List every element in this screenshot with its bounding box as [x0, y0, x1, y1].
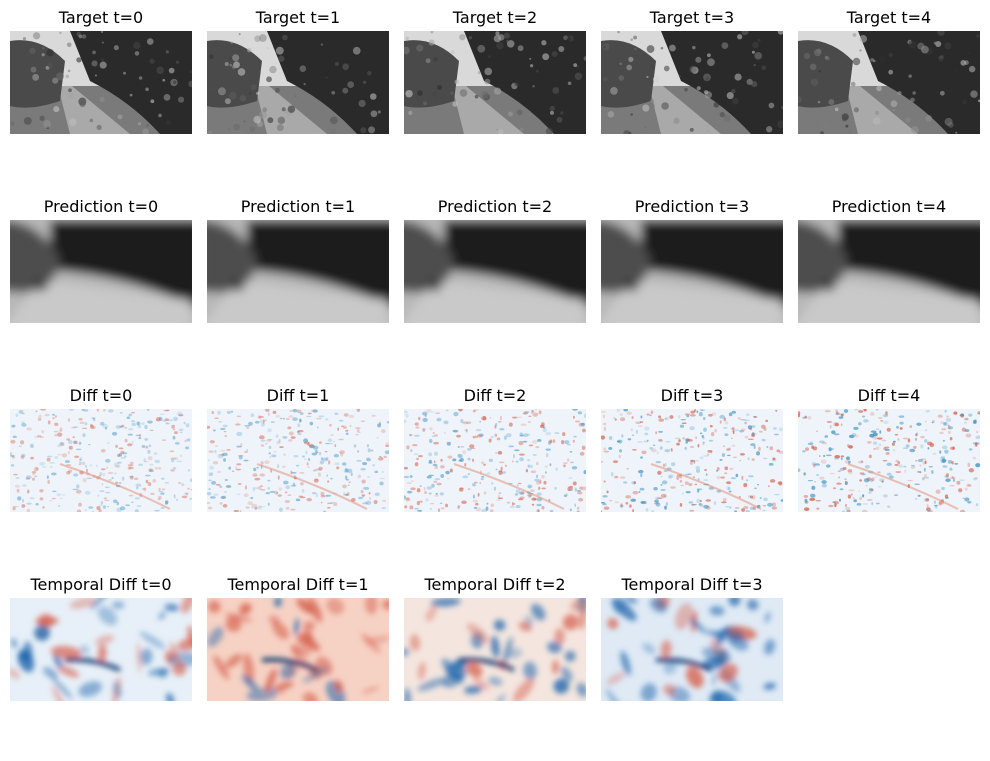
target-image-3 — [601, 31, 783, 134]
temporal-diff-image-1 — [207, 598, 389, 701]
prediction-image-3 — [601, 220, 783, 323]
diff-image-0 — [10, 409, 192, 512]
title-target-0: Target t=0 — [58, 8, 144, 27]
temporal-diff-image-0 — [10, 598, 192, 701]
title-diff-2: Diff t=2 — [463, 386, 527, 405]
title-prediction-3: Prediction t=3 — [634, 197, 750, 216]
temporal-diff-image-3 — [601, 598, 783, 701]
title-prediction-1: Prediction t=1 — [240, 197, 356, 216]
title-target-2: Target t=2 — [452, 8, 538, 27]
title-diff-0: Diff t=0 — [69, 386, 133, 405]
diff-image-4 — [798, 409, 980, 512]
prediction-image-1 — [207, 220, 389, 323]
diff-image-2 — [404, 409, 586, 512]
title-temporal-0: Temporal Diff t=0 — [30, 575, 172, 594]
prediction-image-0 — [10, 220, 192, 323]
target-image-1 — [207, 31, 389, 134]
diff-image-1 — [207, 409, 389, 512]
temporal-diff-image-2 — [404, 598, 586, 701]
title-prediction-0: Prediction t=0 — [43, 197, 159, 216]
title-prediction-4: Prediction t=4 — [831, 197, 947, 216]
title-prediction-2: Prediction t=2 — [437, 197, 553, 216]
prediction-image-2 — [404, 220, 586, 323]
target-image-2 — [404, 31, 586, 134]
title-diff-1: Diff t=1 — [266, 386, 330, 405]
target-image-0 — [10, 31, 192, 134]
title-diff-3: Diff t=3 — [660, 386, 724, 405]
title-temporal-3: Temporal Diff t=3 — [621, 575, 763, 594]
prediction-image-4 — [798, 220, 980, 323]
title-temporal-2: Temporal Diff t=2 — [424, 575, 566, 594]
title-diff-4: Diff t=4 — [857, 386, 921, 405]
title-target-4: Target t=4 — [846, 8, 932, 27]
title-target-3: Target t=3 — [649, 8, 735, 27]
diff-image-3 — [601, 409, 783, 512]
target-image-4 — [798, 31, 980, 134]
title-temporal-1: Temporal Diff t=1 — [227, 575, 369, 594]
title-target-1: Target t=1 — [255, 8, 341, 27]
